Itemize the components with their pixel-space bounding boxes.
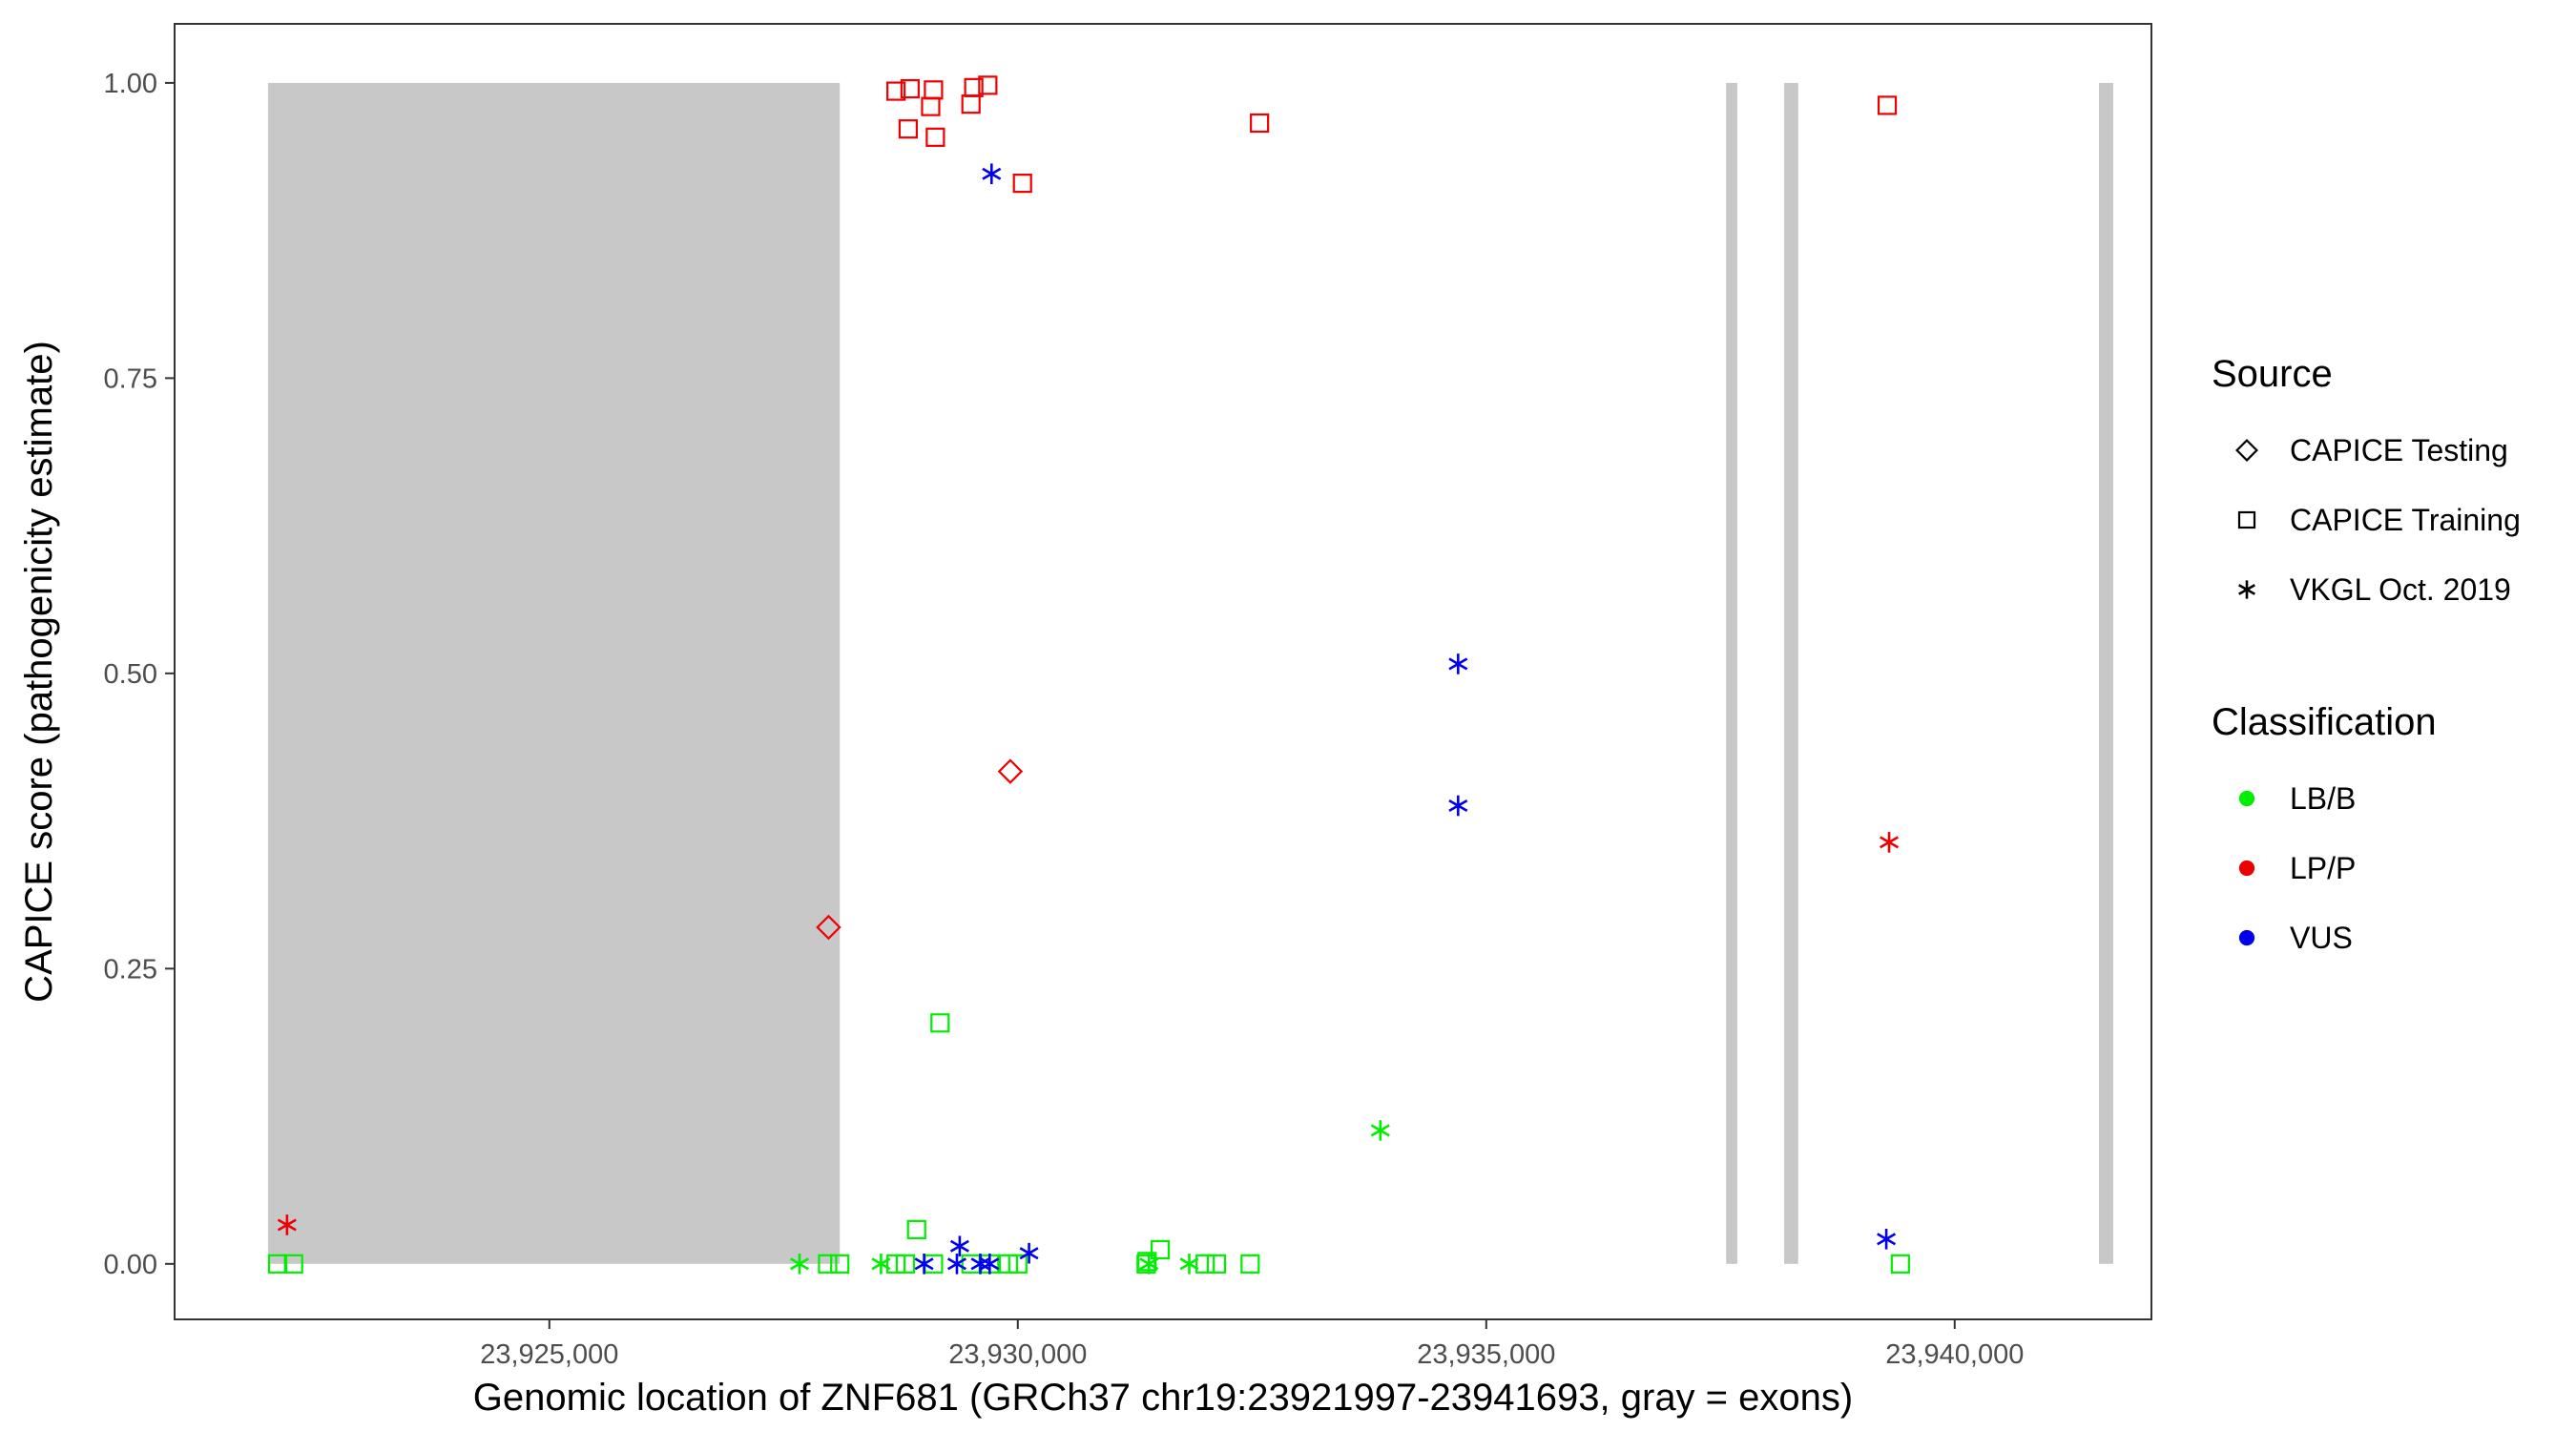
data-point (267, 1254, 288, 1274)
data-point (970, 1254, 990, 1275)
data-point (1136, 1254, 1156, 1274)
legend-key (2238, 860, 2255, 877)
legend-key (2238, 929, 2255, 946)
legend-key (2238, 580, 2255, 599)
data-point (980, 1254, 1000, 1275)
data-point (830, 1254, 850, 1274)
legend-key (2237, 510, 2256, 529)
x-tick-label: 23,935,000 (1417, 1339, 1555, 1370)
data-point (898, 119, 918, 139)
panel-border (174, 23, 2152, 1320)
data-point (1370, 1120, 1390, 1141)
legend-label: LP/P (2290, 851, 2356, 885)
data-point (1448, 653, 1468, 674)
data-point (277, 1214, 297, 1235)
data-point (283, 1254, 303, 1274)
y-tick-label: 0.75 (104, 363, 157, 394)
data-point (978, 75, 998, 95)
data-point (1012, 174, 1032, 194)
data-point (1880, 832, 1900, 853)
data-point (1008, 1254, 1028, 1274)
data-point (946, 1254, 966, 1275)
legend-title: Classification (2212, 701, 2437, 743)
data-points (267, 75, 1910, 1275)
exon-region (1726, 82, 1737, 1264)
data-point (914, 1254, 934, 1275)
data-point (1240, 1254, 1260, 1274)
data-point (1877, 1229, 1897, 1250)
x-tick-label: 23,940,000 (1885, 1339, 2024, 1370)
data-point (961, 94, 981, 114)
data-point (895, 1254, 916, 1274)
data-point (924, 80, 944, 100)
data-point (1890, 1254, 1910, 1274)
data-point (925, 127, 945, 147)
y-tick-label: 0.00 (104, 1250, 157, 1280)
data-point (789, 1254, 809, 1275)
data-point (1448, 795, 1468, 817)
data-point (921, 96, 941, 116)
data-point (924, 1254, 944, 1274)
legend-key (2238, 790, 2255, 807)
data-point (1250, 113, 1270, 134)
data-point (982, 163, 1002, 185)
legend-label: CAPICE Training (2290, 503, 2521, 537)
data-point (1206, 1254, 1227, 1274)
data-point (816, 914, 841, 941)
exon-region (2099, 82, 2114, 1264)
x-axis: 23,925,000 23,930,000 23,935,000 23,940,000 (480, 1319, 2024, 1370)
y-axis-title: CAPICE score (pathogenicity estimate) (18, 341, 60, 1003)
legend-label: VUS (2290, 921, 2353, 955)
x-tick-label: 23,925,000 (480, 1339, 618, 1370)
legend-label: LB/B (2290, 781, 2356, 816)
data-point (818, 1254, 838, 1274)
y-tick-label: 0.50 (104, 659, 157, 690)
data-point (886, 81, 906, 101)
data-point (1019, 1242, 1039, 1264)
data-point (1150, 1239, 1171, 1260)
y-tick-label: 1.00 (104, 69, 157, 99)
data-point (949, 1235, 969, 1257)
data-point (997, 758, 1024, 784)
data-point (1139, 1254, 1159, 1275)
data-point (1179, 1254, 1199, 1275)
data-point (906, 1219, 926, 1240)
data-point (871, 1254, 891, 1275)
x-axis-title: Genomic location of ZNF681 (GRCh37 chr19… (473, 1377, 1853, 1419)
exon-region (267, 82, 841, 1264)
legend: Source CAPICE Testing CAPICE Training VKGL … (2212, 353, 2521, 955)
x-tick-label: 23,930,000 (948, 1339, 1087, 1370)
legend-label: CAPICE Testing (2290, 433, 2508, 467)
data-point (1877, 95, 1898, 115)
data-point (930, 1013, 950, 1033)
y-axis: 0.00 0.25 0.50 0.75 1.00 (104, 69, 175, 1280)
legend-label: VKGL Oct. 2019 (2290, 572, 2511, 607)
data-point (1195, 1254, 1215, 1274)
data-point (900, 78, 920, 99)
y-tick-label: 0.25 (104, 954, 157, 985)
exon-regions (267, 82, 2114, 1264)
legend-key (2235, 439, 2258, 462)
legend-title: Source (2212, 353, 2333, 395)
exon-region (1784, 82, 1798, 1264)
